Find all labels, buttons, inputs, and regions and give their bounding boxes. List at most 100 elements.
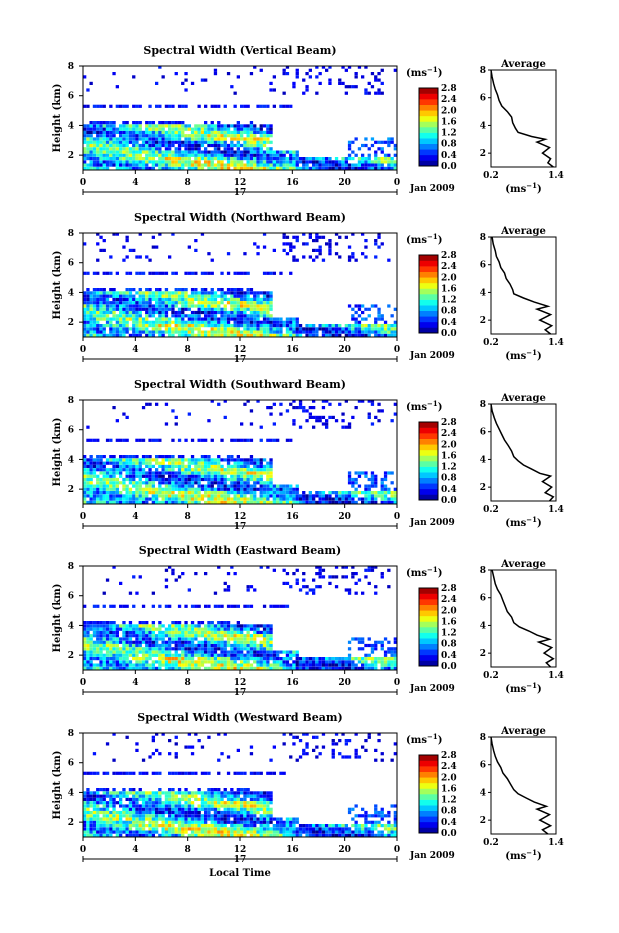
heatmap-cell [198, 471, 201, 474]
heatmap-cell [145, 498, 148, 501]
heatmap-cell [250, 141, 253, 144]
heatmap-cell [247, 105, 250, 108]
heatmap-cell [348, 259, 351, 262]
heatmap-cell [90, 121, 93, 124]
heatmap-cell [103, 151, 106, 154]
heatmap-cell [184, 314, 187, 317]
heatmap-cell [325, 160, 328, 163]
heatmap-cell [269, 327, 272, 330]
colorbar-band [419, 144, 438, 150]
heatmap-cell [145, 318, 148, 321]
heatmap-cell [364, 239, 367, 242]
heatmap-cell [145, 151, 148, 154]
heatmap-cell [299, 588, 302, 591]
heatmap-cell [237, 631, 240, 634]
heatmap-cell [207, 624, 210, 627]
heatmap-cell [240, 288, 243, 291]
heatmap-cell [355, 324, 358, 327]
colorbar-band [419, 116, 438, 122]
heatmap-cell [377, 314, 380, 317]
heatmap-cell [158, 128, 161, 131]
heatmap-cell [178, 494, 181, 497]
heatmap-cell [90, 798, 93, 801]
heatmap-cell [109, 498, 112, 501]
heatmap-cell [273, 331, 276, 334]
heatmap-cell [273, 664, 276, 667]
heatmap-cell [116, 664, 119, 667]
heatmap-cell [283, 569, 286, 572]
heatmap-cell [148, 654, 151, 657]
heatmap-cell [142, 157, 145, 160]
heatmap-cell [230, 458, 233, 461]
heatmap-cell [171, 475, 174, 478]
heatmap-cell [116, 308, 119, 311]
y-tick-label: 2 [68, 651, 74, 661]
heatmap-cell [204, 124, 207, 127]
x-tick-label: 20 [338, 512, 351, 522]
heatmap-cell [256, 164, 259, 167]
heatmap-cell [286, 664, 289, 667]
heatmap-cell [260, 458, 263, 461]
heatmap-cell [237, 121, 240, 124]
heatmap-cell [191, 621, 194, 624]
heatmap-cell [237, 647, 240, 650]
heatmap-cell [126, 255, 129, 258]
heatmap-cell [319, 416, 322, 419]
heatmap-cell [234, 458, 237, 461]
heatmap-cell [296, 259, 299, 262]
heatmap-cell [142, 641, 145, 644]
heatmap-cells [83, 233, 397, 338]
heatmap-cell [142, 634, 145, 637]
heatmap-cell [384, 657, 387, 660]
heatmap-cell [122, 654, 125, 657]
heatmap-cell [139, 134, 142, 137]
heatmap-cell [109, 804, 112, 807]
heatmap-cell [217, 634, 220, 637]
heatmap-cell [93, 288, 96, 291]
heatmap-cell [86, 327, 89, 330]
heatmap-cell [103, 788, 106, 791]
heatmap-cell [119, 827, 122, 830]
heatmap-cell [217, 151, 220, 154]
heatmap-cell [106, 814, 109, 817]
heatmap-cell [109, 651, 112, 654]
heatmap-cell [106, 634, 109, 637]
heatmap-cell [126, 416, 129, 419]
heatmap-cell [171, 298, 174, 301]
colorbar-tick-label: 2.4 [441, 429, 457, 439]
heatmap-cell [122, 811, 125, 814]
heatmap-cell [93, 121, 96, 124]
heatmap-cell [106, 811, 109, 814]
heatmap-cell [96, 242, 99, 245]
heatmap-cell [198, 654, 201, 657]
heatmap-cell [99, 327, 102, 330]
heatmap-cell [155, 458, 158, 461]
heatmap-cell [152, 647, 155, 650]
heatmap-cell [119, 151, 122, 154]
heatmap-cell [126, 131, 129, 134]
heatmap-cell [119, 128, 122, 131]
heatmap-cell [276, 157, 279, 160]
heatmap-cell [377, 403, 380, 406]
heatmap-cell [86, 304, 89, 307]
heatmap-cell [119, 131, 122, 134]
heatmap-cell [240, 137, 243, 140]
heatmap-cell [135, 657, 138, 660]
heatmap-cell [158, 105, 161, 108]
heatmap-cell [240, 481, 243, 484]
heatmap-cell [155, 641, 158, 644]
heatmap-cell [198, 304, 201, 307]
heatmap-cell [109, 311, 112, 314]
heatmap-cell [93, 321, 96, 324]
heatmap-cell [158, 624, 161, 627]
heatmap-cell [374, 239, 377, 242]
heatmap-cell [309, 324, 312, 327]
heatmap-cell [106, 657, 109, 660]
heatmap-cell [250, 458, 253, 461]
heatmap-cell [338, 160, 341, 163]
heatmap-cell [116, 151, 119, 154]
heatmap-cell [364, 654, 367, 657]
heatmap-cell [374, 79, 377, 82]
heatmap-cell [243, 147, 246, 150]
heatmap-cell [309, 498, 312, 501]
